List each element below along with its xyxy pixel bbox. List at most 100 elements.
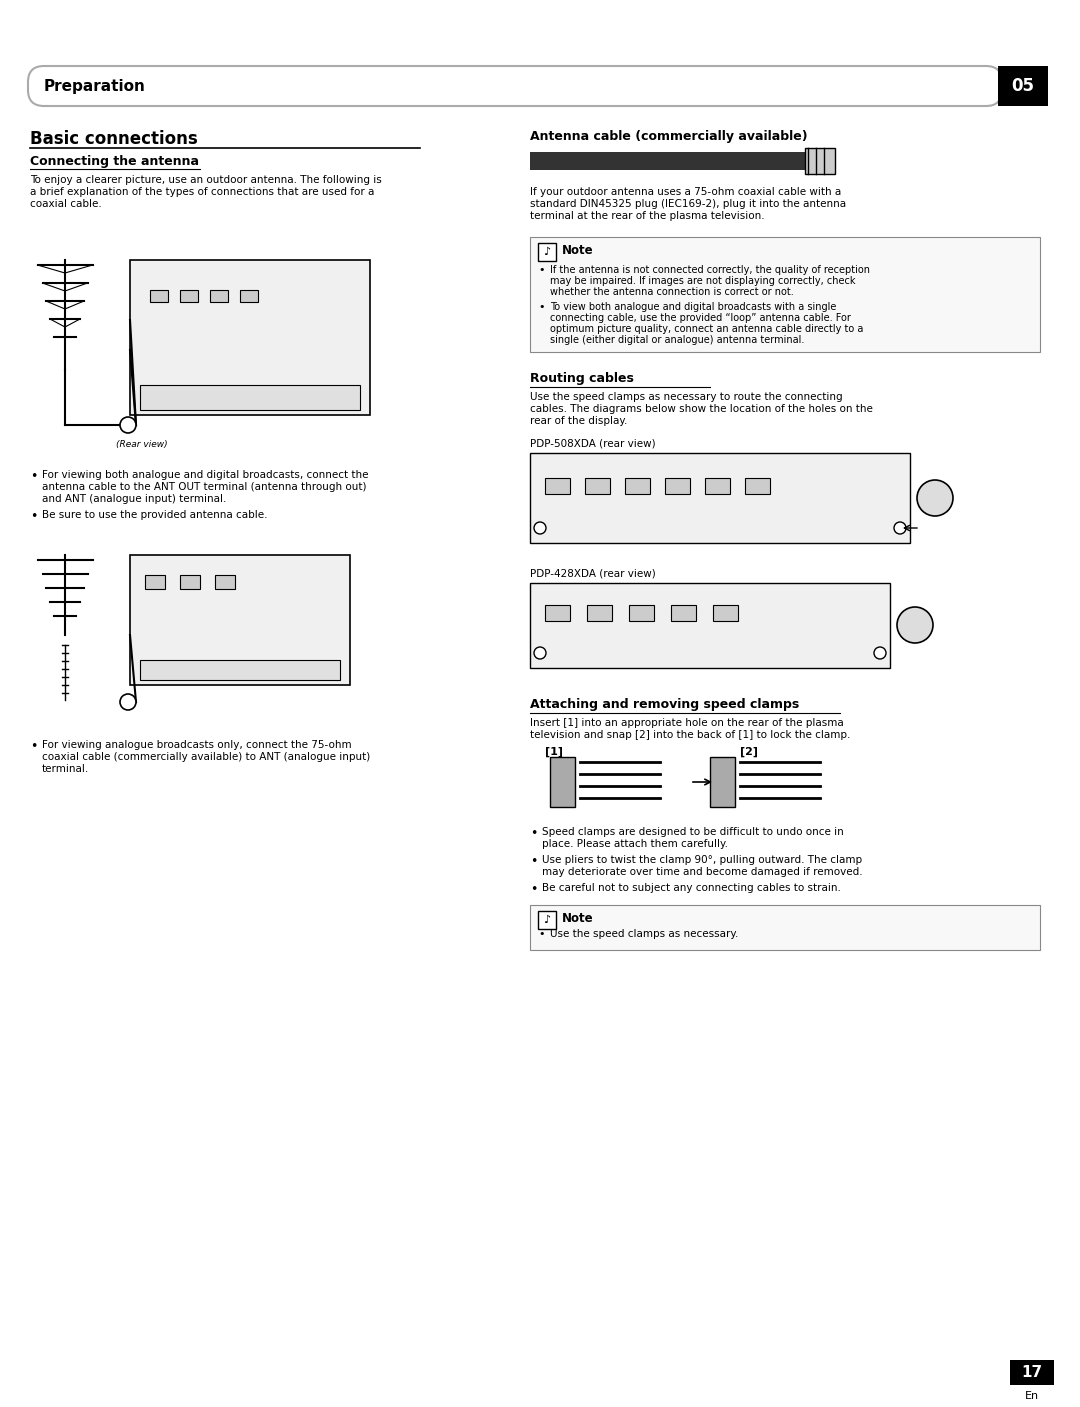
Text: 17: 17 (1022, 1365, 1042, 1380)
Circle shape (534, 647, 546, 658)
Text: may be impaired. If images are not displaying correctly, check: may be impaired. If images are not displ… (550, 276, 855, 286)
Circle shape (120, 416, 136, 433)
Bar (545, 478, 570, 494)
Circle shape (894, 522, 906, 535)
Text: connecting cable, use the provided “loop” antenna cable. For: connecting cable, use the provided “loop… (550, 312, 851, 324)
Bar (805, 148, 835, 174)
Text: •: • (530, 827, 538, 840)
Text: whether the antenna connection is correct or not.: whether the antenna connection is correc… (550, 287, 794, 297)
Bar (130, 554, 350, 685)
Text: •: • (30, 509, 38, 523)
Text: terminal at the rear of the plasma television.: terminal at the rear of the plasma telev… (530, 211, 765, 221)
Bar (530, 152, 810, 170)
Text: standard DIN45325 plug (IEC169-2), plug it into the antenna: standard DIN45325 plug (IEC169-2), plug … (530, 198, 846, 210)
Text: Be careful not to subject any connecting cables to strain.: Be careful not to subject any connecting… (542, 884, 841, 893)
Bar (585, 478, 610, 494)
Bar (705, 478, 730, 494)
Bar (745, 478, 770, 494)
Text: optimum picture quality, connect an antenna cable directly to a: optimum picture quality, connect an ante… (550, 324, 863, 333)
Bar (530, 582, 890, 668)
Text: 05: 05 (1012, 77, 1035, 96)
FancyBboxPatch shape (28, 66, 1002, 106)
Bar (140, 386, 360, 409)
Bar (998, 66, 1048, 106)
Bar (588, 605, 612, 620)
Circle shape (897, 606, 933, 643)
Text: •: • (530, 855, 538, 868)
Text: •: • (30, 470, 38, 483)
Text: •: • (538, 303, 544, 312)
Text: and ANT (analogue input) terminal.: and ANT (analogue input) terminal. (42, 494, 227, 504)
Bar (530, 453, 910, 543)
Text: If the antenna is not connected correctly, the quality of reception: If the antenna is not connected correctl… (550, 265, 870, 274)
Bar (545, 605, 570, 620)
Text: Speed clamps are designed to be difficult to undo once in: Speed clamps are designed to be difficul… (542, 827, 843, 837)
Text: Be sure to use the provided antenna cable.: Be sure to use the provided antenna cabl… (42, 509, 268, 521)
Text: •: • (30, 740, 38, 753)
Circle shape (120, 694, 136, 711)
Bar (150, 290, 168, 303)
Text: [1]: [1] (545, 747, 563, 757)
Bar (145, 575, 165, 590)
Text: ♪: ♪ (543, 248, 551, 257)
Bar (130, 260, 370, 415)
Bar (710, 757, 735, 808)
Text: Attaching and removing speed clamps: Attaching and removing speed clamps (530, 698, 799, 711)
Text: Connecting the antenna: Connecting the antenna (30, 155, 199, 167)
Text: En: En (1025, 1392, 1039, 1401)
Bar (1010, 1361, 1054, 1384)
Bar (625, 478, 650, 494)
Bar (215, 575, 235, 590)
Text: Preparation: Preparation (44, 79, 146, 93)
Text: Antenna cable (commercially available): Antenna cable (commercially available) (530, 129, 808, 144)
Text: •: • (538, 929, 544, 938)
Bar (538, 243, 556, 262)
Text: Use the speed clamps as necessary.: Use the speed clamps as necessary. (550, 929, 739, 938)
Bar (180, 290, 198, 303)
Text: cables. The diagrams below show the location of the holes on the: cables. The diagrams below show the loca… (530, 404, 873, 414)
Text: If your outdoor antenna uses a 75-ohm coaxial cable with a: If your outdoor antenna uses a 75-ohm co… (530, 187, 841, 197)
Text: Insert [1] into an appropriate hole on the rear of the plasma: Insert [1] into an appropriate hole on t… (530, 718, 843, 727)
Text: terminal.: terminal. (42, 764, 90, 774)
Text: antenna cable to the ANT OUT terminal (antenna through out): antenna cable to the ANT OUT terminal (a… (42, 483, 366, 492)
Text: a brief explanation of the types of connections that are used for a: a brief explanation of the types of conn… (30, 187, 375, 197)
Text: single (either digital or analogue) antenna terminal.: single (either digital or analogue) ante… (550, 335, 805, 345)
Bar (140, 660, 340, 680)
Bar (530, 905, 1040, 950)
Bar (240, 290, 258, 303)
Text: To enjoy a clearer picture, use an outdoor antenna. The following is: To enjoy a clearer picture, use an outdo… (30, 174, 381, 184)
Bar (713, 605, 738, 620)
Text: television and snap [2] into the back of [1] to lock the clamp.: television and snap [2] into the back of… (530, 730, 850, 740)
Circle shape (534, 522, 546, 535)
Bar (671, 605, 696, 620)
Text: PDP-428XDA (rear view): PDP-428XDA (rear view) (530, 568, 656, 578)
Text: •: • (530, 884, 538, 896)
Text: (Rear view): (Rear view) (116, 440, 167, 449)
Text: may deteriorate over time and become damaged if removed.: may deteriorate over time and become dam… (542, 867, 863, 877)
Text: Note: Note (562, 912, 594, 924)
Bar (180, 575, 200, 590)
Text: rear of the display.: rear of the display. (530, 416, 627, 426)
Text: Basic connections: Basic connections (30, 129, 198, 148)
Text: PDP-508XDA (rear view): PDP-508XDA (rear view) (530, 438, 656, 447)
Bar (538, 910, 556, 929)
Text: place. Please attach them carefully.: place. Please attach them carefully. (542, 839, 728, 848)
Bar (210, 290, 228, 303)
Bar (629, 605, 654, 620)
Text: To view both analogue and digital broadcasts with a single: To view both analogue and digital broadc… (550, 303, 836, 312)
Bar (550, 757, 575, 808)
Text: ♪: ♪ (543, 915, 551, 924)
Text: •: • (538, 265, 544, 274)
Bar (665, 478, 690, 494)
Text: coaxial cable (commercially available) to ANT (analogue input): coaxial cable (commercially available) t… (42, 751, 370, 763)
Text: [2]: [2] (740, 747, 758, 757)
Text: Use pliers to twist the clamp 90°, pulling outward. The clamp: Use pliers to twist the clamp 90°, pulli… (542, 855, 862, 865)
Text: Note: Note (562, 243, 594, 257)
Circle shape (874, 647, 886, 658)
Text: coaxial cable.: coaxial cable. (30, 198, 102, 210)
Text: Use the speed clamps as necessary to route the connecting: Use the speed clamps as necessary to rou… (530, 393, 842, 402)
Text: For viewing analogue broadcasts only, connect the 75-ohm: For viewing analogue broadcasts only, co… (42, 740, 352, 750)
Circle shape (917, 480, 953, 516)
Bar (530, 236, 1040, 352)
Text: For viewing both analogue and digital broadcasts, connect the: For viewing both analogue and digital br… (42, 470, 368, 480)
